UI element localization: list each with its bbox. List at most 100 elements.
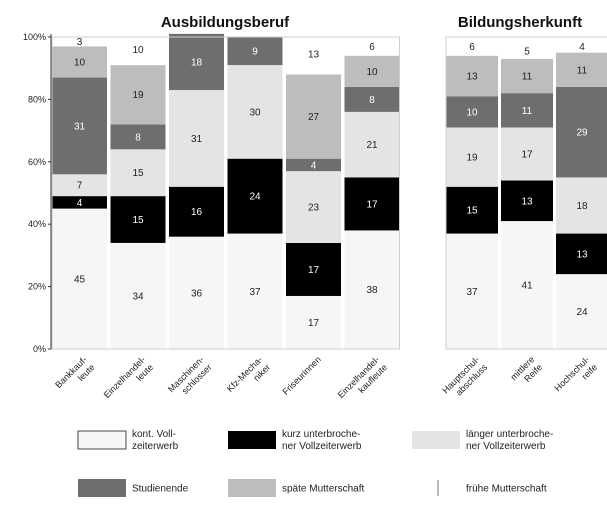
data-label-studium: 4 xyxy=(311,160,317,171)
data-label-kurz: 17 xyxy=(308,265,320,276)
bar-segment-studium xyxy=(446,96,498,128)
category-label: mittlereReife xyxy=(508,354,544,390)
data-label-kurz: 24 xyxy=(249,192,261,203)
bar-segment-spaete xyxy=(501,58,553,94)
data-label-fruehe: 6 xyxy=(469,42,475,53)
data-label-laenger: 7 xyxy=(77,181,83,192)
plot-frame xyxy=(445,36,607,350)
legend-swatch-spaete xyxy=(228,479,276,497)
data-label-spaete: 10 xyxy=(74,57,86,68)
legend-swatch-kurz xyxy=(228,431,276,449)
data-label-fruehe: 4 xyxy=(579,42,585,53)
legend-swatch-studium xyxy=(78,479,126,497)
bar-segment-laenger xyxy=(501,127,553,181)
data-label-spaete: 11 xyxy=(577,65,588,76)
plot-frame xyxy=(51,36,400,350)
category-label: Einzelhandel-kaufleute xyxy=(336,354,389,407)
legend-label-kurz: kurz unterbroche-ner Vollzeiterwerb xyxy=(282,429,362,452)
y-tick-label: 60% xyxy=(28,157,46,167)
category-label: Einzelhandel-leute xyxy=(102,354,155,407)
bar-segment-fruehe xyxy=(446,37,498,56)
bar-segment-studium xyxy=(286,158,341,172)
bar-segment-fruehe xyxy=(110,33,166,66)
bar-segment-laenger xyxy=(344,111,400,178)
bar-segment-spaete xyxy=(286,74,341,159)
legend-label-fruehe: frühe Mutterschaft xyxy=(466,484,547,495)
bar-segment-kurz xyxy=(286,242,341,296)
legend-label-spaete: späte Mutterschaft xyxy=(282,484,364,495)
category-label: Hochschul-reife xyxy=(553,354,600,401)
bar-segment-kont xyxy=(344,230,400,349)
data-label-kont: 17 xyxy=(308,318,320,329)
bar-segment-laenger xyxy=(286,171,341,243)
data-label-kurz: 15 xyxy=(132,215,144,226)
bar-segment-laenger xyxy=(110,149,166,197)
y-tick-label: 0% xyxy=(33,344,46,354)
bar-segment-studium xyxy=(344,86,400,112)
bar-segment-kurz xyxy=(169,186,224,237)
bar-segment-kont xyxy=(110,242,166,349)
bar-segment-kont xyxy=(501,221,553,349)
data-label-kont: 41 xyxy=(521,281,533,292)
data-label-laenger: 17 xyxy=(521,150,533,161)
bar-segment-studium xyxy=(52,77,107,175)
bar-segment-kont xyxy=(169,236,224,349)
data-label-studium: 8 xyxy=(369,95,375,106)
data-label-laenger: 23 xyxy=(308,203,320,214)
legend-swatch-kont xyxy=(77,430,127,450)
bar-segment-fruehe xyxy=(344,37,400,56)
legend-label-laenger: länger unterbroche-ner Vollzeiterwerb xyxy=(466,429,553,452)
data-label-fruehe: 3 xyxy=(77,37,83,48)
category-label: Friseurinnen xyxy=(280,354,322,396)
data-label-spaete: 27 xyxy=(308,112,320,123)
data-label-spaete: 19 xyxy=(132,90,144,101)
bar-segment-fruehe xyxy=(556,40,607,53)
chart-title-bildungsherkunft: Bildungsherkunft xyxy=(458,14,582,31)
bar-segment-kurz xyxy=(446,186,498,234)
data-label-kont: 37 xyxy=(249,287,261,298)
bar-segment-fruehe xyxy=(501,43,553,59)
data-label-kurz: 15 xyxy=(466,206,478,217)
y-tick-label: 20% xyxy=(28,282,46,292)
bar-segment-fruehe xyxy=(286,33,341,75)
bar-segment-laenger xyxy=(556,177,607,234)
data-label-studium: 9 xyxy=(252,47,258,58)
data-label-laenger: 15 xyxy=(132,168,144,179)
bar-segment-kont xyxy=(286,295,341,349)
panel-bildungsherkunft: 37 15 19 10 13 6 41 13 17 11 11 5 24 13 18 29 11 4 Hauptsc… xyxy=(440,36,607,401)
bar-segment-kurz xyxy=(52,196,107,209)
legend: kont. Voll-zeiterwerb kurz unterbroche-ne… xyxy=(77,429,553,497)
data-label-laenger: 31 xyxy=(191,134,203,145)
bar-segment-spaete xyxy=(52,46,107,78)
data-label-laenger: 19 xyxy=(466,153,478,164)
bar-segment-spaete xyxy=(556,52,607,87)
bar-segment-spaete xyxy=(344,55,400,87)
data-label-spaete: 11 xyxy=(522,72,533,83)
legend-swatch-laenger xyxy=(412,431,460,449)
data-label-studium: 10 xyxy=(466,107,478,118)
bar-segment-kurz xyxy=(344,177,400,231)
data-label-kont: 37 xyxy=(466,287,478,298)
bar-segment-kont xyxy=(52,208,107,349)
bar-segment-spaete xyxy=(446,55,498,97)
bar-segment-laenger xyxy=(52,174,107,197)
y-tick-label: 80% xyxy=(28,94,46,104)
data-label-laenger: 30 xyxy=(249,107,261,118)
data-label-kont: 45 xyxy=(74,274,86,285)
bar-segment-studium xyxy=(501,93,553,128)
data-label-studium: 8 xyxy=(135,132,141,143)
data-label-fruehe: 6 xyxy=(369,42,375,53)
y-tick-label: 100% xyxy=(23,32,46,42)
bar-segment-kont xyxy=(446,233,498,349)
category-label: Bankkauf-leute xyxy=(53,354,97,398)
category-label: Maschinen-schlosser xyxy=(166,354,214,402)
bar-segment-kurz xyxy=(501,180,553,222)
data-label-kont: 36 xyxy=(191,288,203,299)
bar-segment-kurz xyxy=(556,233,607,275)
bar-segment-studium xyxy=(169,33,224,91)
data-label-studium: 11 xyxy=(522,106,533,117)
bar-segment-studium xyxy=(227,37,283,66)
category-label: Kfz-Mecha-niker xyxy=(225,354,272,401)
bar-segment-kurz xyxy=(227,158,283,234)
